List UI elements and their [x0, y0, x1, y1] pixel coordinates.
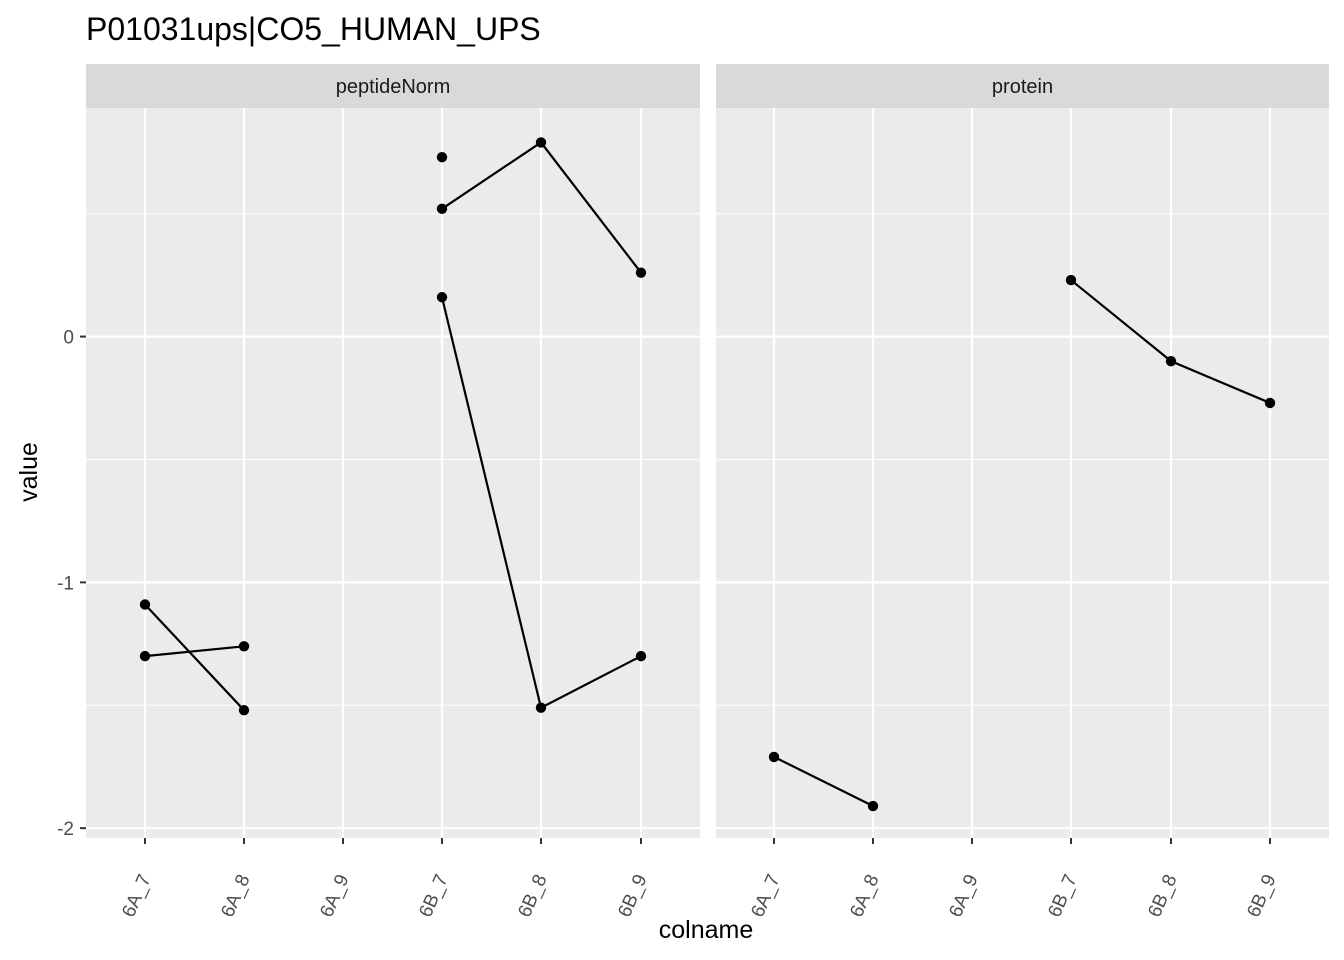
series-line: [144, 603, 245, 711]
x-tick-label: 6B_8: [514, 871, 551, 920]
facet-strip-label: peptideNorm: [336, 76, 451, 98]
data-point: [1165, 355, 1177, 367]
y-axis-label: value: [15, 442, 43, 502]
facet-strip: [716, 64, 1329, 108]
panel-background: [716, 108, 1329, 838]
data-point: [635, 650, 647, 662]
data-point: [635, 267, 647, 278]
data-point: [139, 650, 151, 662]
x-tick-label: 6B_9: [1243, 871, 1280, 920]
data-point: [436, 292, 448, 303]
data-point: [535, 702, 547, 713]
data-point: [768, 751, 780, 763]
data-point: [238, 704, 250, 716]
y-tick-label: -1: [57, 573, 74, 594]
x-tick-label: 6A_8: [217, 871, 254, 920]
series-line: [144, 645, 245, 658]
facet-strip: [86, 64, 700, 108]
data-point: [238, 641, 250, 652]
data-point: [436, 203, 448, 214]
data-point: [139, 599, 151, 610]
panel-background: [86, 108, 700, 838]
data-point: [436, 151, 448, 163]
data-point: [535, 137, 547, 148]
data-point: [1065, 274, 1077, 286]
y-tick-label: 0: [63, 328, 74, 349]
y-tick-label: -2: [57, 819, 74, 840]
x-tick-label: 6B_7: [1044, 871, 1081, 920]
chart-title: P01031ups|CO5_HUMAN_UPS: [86, 11, 541, 47]
x-axis-label: colname: [659, 916, 754, 944]
x-tick-label: 6A_8: [846, 871, 883, 920]
series-line: [773, 755, 874, 808]
x-tick-label: 6A_7: [747, 871, 784, 920]
x-tick-label: 6B_7: [415, 871, 452, 920]
data-point: [867, 800, 879, 812]
x-tick-label: 6A_9: [316, 871, 353, 920]
x-tick-label: 6B_8: [1144, 871, 1181, 920]
x-tick-label: 6B_9: [614, 871, 651, 920]
x-tick-label: 6A_9: [945, 871, 982, 920]
data-point: [1264, 397, 1276, 409]
facet-strip-label: protein: [992, 76, 1053, 98]
x-tick-label: 6A_7: [118, 871, 155, 920]
